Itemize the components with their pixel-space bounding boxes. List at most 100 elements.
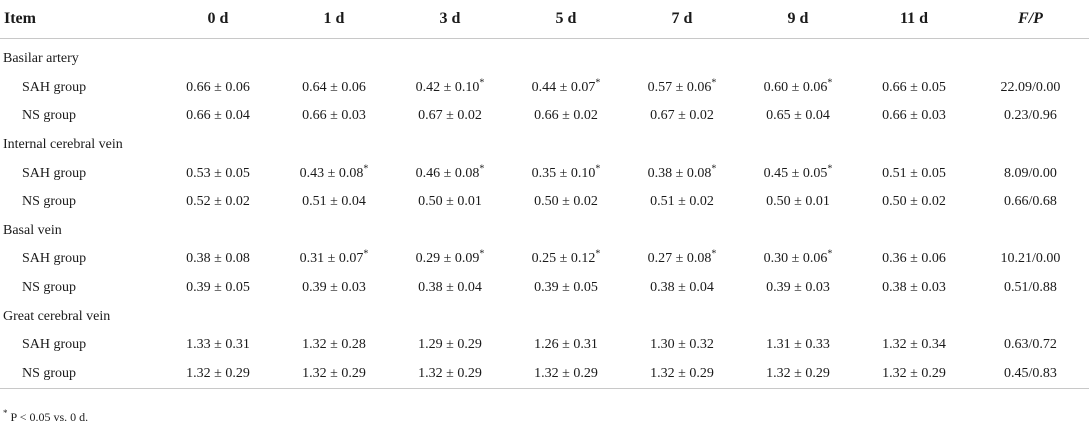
table-cell: 0.66 ± 0.03 bbox=[856, 102, 972, 131]
cell-value: 0.64 ± 0.06 bbox=[302, 79, 366, 95]
cell-value: 0.44 ± 0.07 bbox=[531, 79, 596, 95]
table-cell: 0.42 ± 0.10* bbox=[392, 74, 508, 103]
section-row: Internal cerebral vein bbox=[0, 131, 1089, 160]
cell-value: 0.60 ± 0.06 bbox=[763, 79, 828, 95]
table-cell: 0.66 ± 0.05 bbox=[856, 74, 972, 103]
table-cell: 22.09/0.00 bbox=[972, 74, 1089, 103]
cell-value: 0.66 ± 0.04 bbox=[186, 108, 250, 124]
section-title: Basal vein bbox=[3, 222, 62, 238]
table-cell: 1.33 ± 0.31 bbox=[160, 331, 276, 360]
cell-value: 0.42 ± 0.10 bbox=[415, 79, 480, 95]
section-row: Basilar artery bbox=[0, 39, 1089, 74]
table-cell: 0.51 ± 0.04 bbox=[276, 188, 392, 217]
table-cell: 0.38 ± 0.04 bbox=[392, 274, 508, 303]
cell-value: 0.39 ± 0.03 bbox=[766, 280, 830, 296]
cell-value: 0.36 ± 0.06 bbox=[882, 251, 946, 267]
table-cell: 0.39 ± 0.05 bbox=[508, 274, 624, 303]
table-cell: 0.35 ± 0.10* bbox=[508, 159, 624, 188]
table-row: NS group 0.66 ± 0.04 0.66 ± 0.03 0.67 ± 0.0… bbox=[0, 102, 1089, 131]
cell-value: 0.31 ± 0.07 bbox=[299, 251, 364, 267]
table-row: NS group 0.52 ± 0.02 0.51 ± 0.04 0.50 ± 0.0… bbox=[0, 188, 1089, 217]
significance-mark: * bbox=[363, 248, 369, 260]
table-cell: 0.44 ± 0.07* bbox=[508, 74, 624, 103]
table-cell: 0.66 ± 0.04 bbox=[160, 102, 276, 131]
table-cell: 0.66 ± 0.03 bbox=[276, 102, 392, 131]
cell-value: 0.45/0.83 bbox=[1004, 365, 1057, 381]
cell-value: 8.09/0.00 bbox=[1004, 165, 1057, 181]
cell-value: 0.66 ± 0.02 bbox=[534, 108, 598, 124]
table-cell: 1.32 ± 0.29 bbox=[624, 359, 740, 390]
header-7d: 7 d bbox=[624, 0, 740, 39]
significance-mark: * bbox=[711, 163, 717, 175]
row-label: NS group bbox=[22, 280, 77, 296]
section-row: Great cerebral vein bbox=[0, 302, 1089, 331]
table-cell: 0.57 ± 0.06* bbox=[624, 74, 740, 103]
row-label: NS group bbox=[22, 108, 77, 124]
table-row: SAH group 1.33 ± 0.31 1.32 ± 0.28 1.29 ± 0.… bbox=[0, 331, 1089, 360]
significance-mark: * bbox=[595, 163, 601, 175]
cell-value: 0.52 ± 0.02 bbox=[186, 194, 250, 210]
table-row: NS group 0.39 ± 0.05 0.39 ± 0.03 0.38 ± 0.0… bbox=[0, 274, 1089, 303]
cell-value: 0.50 ± 0.01 bbox=[766, 194, 830, 210]
footnote-text: P < 0.05 vs. 0 d. bbox=[7, 410, 89, 424]
table-cell: 0.50 ± 0.02 bbox=[508, 188, 624, 217]
table-cell: 0.63/0.72 bbox=[972, 331, 1089, 360]
data-table: Item 0 d 1 d 3 d 5 d 7 d 9 d 11 d F/P Ba… bbox=[0, 0, 1089, 390]
cell-value: 0.51 ± 0.04 bbox=[302, 194, 366, 210]
table-cell: 0.45 ± 0.05* bbox=[740, 159, 856, 188]
cell-value: 0.39 ± 0.05 bbox=[186, 280, 250, 296]
cell-value: 1.32 ± 0.29 bbox=[766, 365, 830, 381]
table-cell: 0.65 ± 0.04 bbox=[740, 102, 856, 131]
section-title: Internal cerebral vein bbox=[3, 137, 123, 153]
table-cell: 1.30 ± 0.32 bbox=[624, 331, 740, 360]
cell-value: 0.38 ± 0.03 bbox=[882, 280, 946, 296]
table-cell: 0.23/0.96 bbox=[972, 102, 1089, 131]
table-cell: 0.38 ± 0.04 bbox=[624, 274, 740, 303]
header-row: Item 0 d 1 d 3 d 5 d 7 d 9 d 11 d F/P bbox=[0, 0, 1089, 39]
table-cell: 0.39 ± 0.03 bbox=[276, 274, 392, 303]
table-cell: 0.43 ± 0.08* bbox=[276, 159, 392, 188]
table-cell: 0.50 ± 0.01 bbox=[740, 188, 856, 217]
row-label: NS group bbox=[22, 194, 77, 210]
row-label: SAH group bbox=[22, 165, 87, 181]
table-cell: 0.46 ± 0.08* bbox=[392, 159, 508, 188]
significance-mark: * bbox=[711, 248, 717, 260]
table-cell: 0.25 ± 0.12* bbox=[508, 245, 624, 274]
row-label: SAH group bbox=[22, 337, 87, 353]
table-cell: 0.38 ± 0.03 bbox=[856, 274, 972, 303]
cell-value: 0.29 ± 0.09 bbox=[415, 251, 480, 267]
cell-value: 1.32 ± 0.29 bbox=[302, 365, 366, 381]
table-cell: 1.32 ± 0.28 bbox=[276, 331, 392, 360]
table-cell: 0.60 ± 0.06* bbox=[740, 74, 856, 103]
table-cell: 1.32 ± 0.34 bbox=[856, 331, 972, 360]
table-cell: 0.30 ± 0.06* bbox=[740, 245, 856, 274]
row-label: SAH group bbox=[22, 79, 87, 95]
significance-mark: * bbox=[595, 248, 601, 260]
footnote: * P < 0.05 vs. 0 d. bbox=[3, 409, 89, 425]
header-0d: 0 d bbox=[160, 0, 276, 39]
table-cell: 0.45/0.83 bbox=[972, 359, 1089, 390]
table-cell: 0.31 ± 0.07* bbox=[276, 245, 392, 274]
table-cell: 0.36 ± 0.06 bbox=[856, 245, 972, 274]
table-cell: 0.67 ± 0.02 bbox=[392, 102, 508, 131]
cell-value: 0.67 ± 0.02 bbox=[418, 108, 482, 124]
cell-value: 1.32 ± 0.29 bbox=[650, 365, 714, 381]
cell-value: 0.38 ± 0.08 bbox=[186, 251, 250, 267]
table-body: Basilar artery SAH group 0.66 ± 0.06 0.64 ±… bbox=[0, 39, 1089, 390]
cell-value: 1.26 ± 0.31 bbox=[534, 337, 598, 353]
cell-value: 1.33 ± 0.31 bbox=[186, 337, 250, 353]
cell-value: 0.51/0.88 bbox=[1004, 280, 1057, 296]
cell-value: 0.45 ± 0.05 bbox=[763, 165, 828, 181]
cell-value: 0.43 ± 0.08 bbox=[299, 165, 364, 181]
cell-value: 0.53 ± 0.05 bbox=[186, 165, 250, 181]
table-cell: 0.64 ± 0.06 bbox=[276, 74, 392, 103]
significance-mark: * bbox=[827, 248, 833, 260]
significance-mark: * bbox=[595, 77, 601, 89]
table-row: SAH group 0.66 ± 0.06 0.64 ± 0.06 0.42 ± 0.… bbox=[0, 74, 1089, 103]
header-1d: 1 d bbox=[276, 0, 392, 39]
significance-mark: * bbox=[479, 248, 485, 260]
table-cell: 0.52 ± 0.02 bbox=[160, 188, 276, 217]
header-3d: 3 d bbox=[392, 0, 508, 39]
table-cell: 0.39 ± 0.05 bbox=[160, 274, 276, 303]
table-cell: 8.09/0.00 bbox=[972, 159, 1089, 188]
